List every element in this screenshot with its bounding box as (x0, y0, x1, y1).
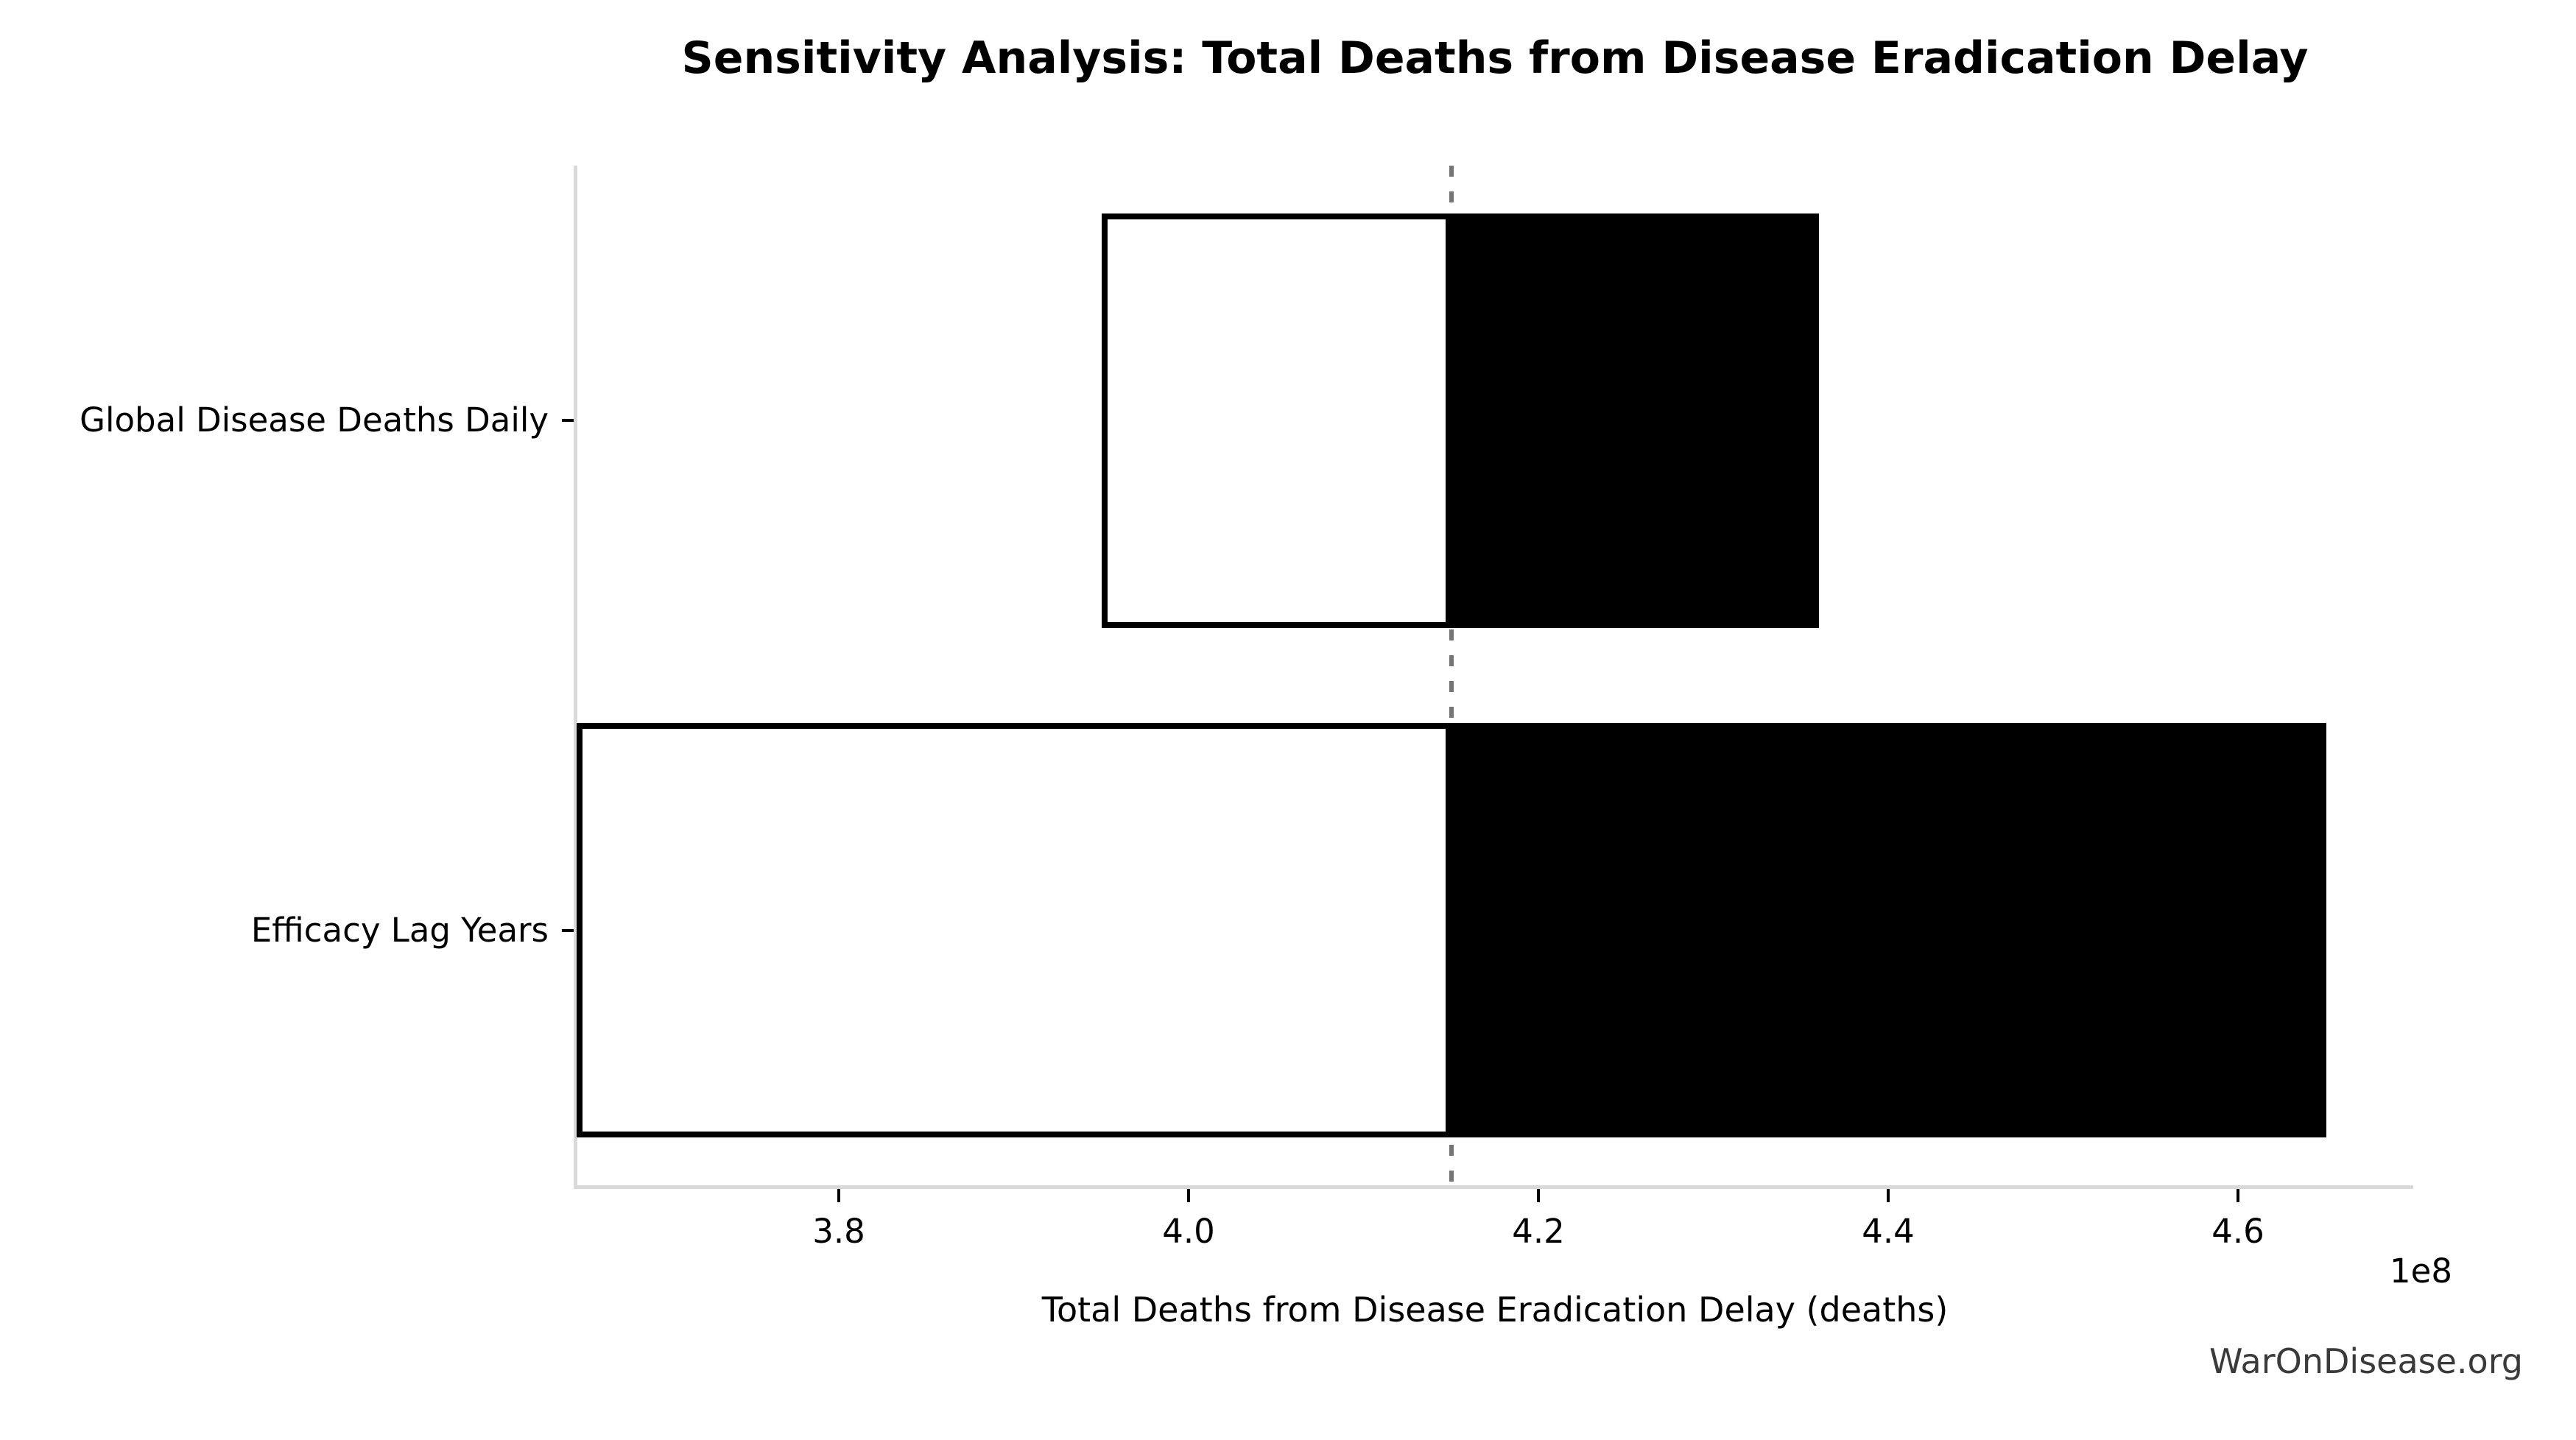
baseline-dashed-line (1449, 166, 1454, 1185)
bar-high-segment (1451, 213, 1819, 628)
x-tick-label: 3.8 (812, 1212, 865, 1251)
y-tick-mark (562, 419, 574, 422)
y-axis-spine (574, 166, 577, 1189)
bar-low-segment (1102, 213, 1451, 628)
y-tick-label: Efficacy Lag Years (250, 911, 549, 950)
x-axis-spine (574, 1185, 2413, 1189)
x-tick-mark (2237, 1189, 2239, 1202)
chart-title: Sensitivity Analysis: Total Deaths from … (681, 32, 2309, 84)
y-tick-mark (562, 929, 574, 932)
x-tick-mark (1537, 1189, 1540, 1202)
x-tick-label: 4.6 (2211, 1212, 2264, 1251)
x-tick-mark (1887, 1189, 1890, 1202)
x-axis-offset-label: 1e8 (2390, 1252, 2452, 1291)
bar-high-segment (1451, 723, 2326, 1137)
x-tick-label: 4.2 (1512, 1212, 1565, 1251)
x-tick-label: 4.0 (1162, 1212, 1215, 1251)
x-tick-label: 4.4 (1862, 1212, 1915, 1251)
x-tick-mark (837, 1189, 840, 1202)
bar-low-segment (577, 723, 1451, 1137)
x-tick-mark (1187, 1189, 1190, 1202)
watermark: WarOnDisease.org (2209, 1341, 2523, 1381)
y-tick-label: Global Disease Deaths Daily (80, 400, 549, 440)
x-axis-title: Total Deaths from Disease Eradication De… (1041, 1290, 1949, 1330)
